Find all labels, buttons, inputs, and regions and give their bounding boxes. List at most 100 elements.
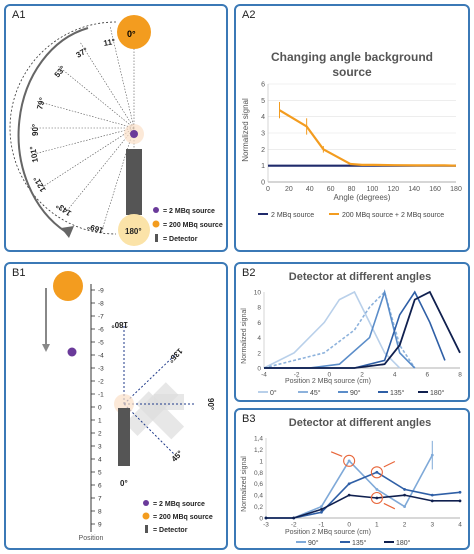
y-tick-label: 0,6 xyxy=(254,481,263,488)
legend-label: 45° xyxy=(310,389,321,397)
legend-label: 135° xyxy=(352,539,367,547)
dir-line-135 xyxy=(123,353,177,405)
data-point xyxy=(264,516,268,520)
x-axis-label: Angle (degrees) xyxy=(334,193,391,202)
legend-2mbq-dot xyxy=(143,500,149,506)
data-point xyxy=(458,490,462,494)
detector xyxy=(126,149,142,215)
highlight-circle xyxy=(343,454,356,467)
panel-a1: A1 0° 11° 37° xyxy=(4,4,228,252)
x-tick-label: 120 xyxy=(387,186,399,193)
angle-label-101: 101° xyxy=(28,145,40,163)
data-point xyxy=(430,499,434,503)
y-tick-label: 0 xyxy=(257,366,261,373)
angle-label-0-center: 0° xyxy=(127,29,136,39)
data-point xyxy=(320,508,323,511)
x-tick-label: 40 xyxy=(306,186,314,193)
angle-label-90: 90° xyxy=(206,398,215,410)
panel-label: A1 xyxy=(12,9,26,21)
b3-chart: Detector at different angles 00,20,40,60… xyxy=(241,417,462,547)
x-tick-label: -2 xyxy=(294,372,300,379)
series-line-4 xyxy=(264,290,461,369)
b2-chart: Detector at different angles 0 2 4 6 8 10 -4 -2… xyxy=(241,271,462,397)
highlight-circle xyxy=(370,466,383,479)
position-tick-label: -2 xyxy=(98,379,104,386)
chart-title: Detector at different angles xyxy=(289,271,431,283)
legend-2mbq-label: = 2 MBq source xyxy=(153,501,205,508)
y-tick-label: 3 xyxy=(261,131,265,138)
position-tick-label: 4 xyxy=(98,457,102,464)
x-tick-label: 2 xyxy=(403,522,407,529)
legend-detector-label: = Detector xyxy=(153,527,188,534)
angle-label-143: 143° xyxy=(54,201,73,218)
y-axis-label: Normalized signal xyxy=(241,456,248,512)
data-point xyxy=(375,496,379,500)
y-tick-label: 6 xyxy=(261,82,265,89)
x-tick-label: 140 xyxy=(408,186,420,193)
y-tick-label: 4 xyxy=(257,335,261,342)
angle-label-0: 0° xyxy=(120,479,128,488)
angle-label-45: 45° xyxy=(170,449,185,464)
legend-label: 90° xyxy=(308,539,319,547)
panel-b2: B2 Detector at different angles 0 2 4 6 8 10 -… xyxy=(234,262,470,402)
angle-label-53: 53° xyxy=(53,64,68,79)
x-tick-label: 8 xyxy=(458,372,462,379)
y-tick-label: 2 xyxy=(257,350,261,357)
position-tick-label: -3 xyxy=(98,366,104,373)
y-tick-label: 1,4 xyxy=(254,436,263,443)
y-tick-label: 1 xyxy=(261,163,265,170)
x-tick-label: 20 xyxy=(285,186,293,193)
a2-chart: Changing angle background source 0 1 2 3 4 5 6… xyxy=(241,50,462,219)
data-point xyxy=(430,493,434,497)
data-point xyxy=(320,505,323,508)
y-tick-label: 2 xyxy=(261,147,265,154)
x-tick-label: 100 xyxy=(367,186,379,193)
x-tick-label: 2 xyxy=(360,372,364,379)
y-tick-label: 10 xyxy=(254,290,262,297)
y-tick-label: 0,2 xyxy=(254,504,263,511)
x-tick-label: 180 xyxy=(450,186,462,193)
position-tick-label: 1 xyxy=(98,418,102,425)
x-axis-label: Position 2 MBq source (cm) xyxy=(285,529,371,536)
data-point xyxy=(292,516,296,520)
source-200mbq xyxy=(53,271,83,301)
y-tick-label: 0,4 xyxy=(254,493,263,500)
x-axis-label: Position 2 MBq source (cm) xyxy=(285,378,371,385)
series-line-1 xyxy=(263,290,416,369)
x-tick-label: 3 xyxy=(430,522,434,529)
x-tick-label: -1 xyxy=(319,522,325,529)
annotation-arrow xyxy=(383,502,396,510)
legend-label: 0° xyxy=(270,389,277,397)
legend-label: 180° xyxy=(430,389,445,397)
legend-200mbq-label: = 200 MBq source xyxy=(163,222,223,229)
position-tick-label: -7 xyxy=(98,314,104,321)
x-tick-label: -2 xyxy=(291,522,297,529)
b3-legend: 90° 135° 180° xyxy=(296,539,411,547)
legend-detector-label: = Detector xyxy=(163,236,198,243)
data-point xyxy=(347,459,351,463)
y-tick-label: 5 xyxy=(261,98,265,105)
position-tick-label: 8 xyxy=(98,509,102,516)
position-ticks: -9 -8 -7 -6 -5 -4 -3 -2 -1 0 1 2 3 4 5 6 7 8 9 xyxy=(91,288,104,529)
legend-200mbq-label: = 200 MBq source xyxy=(153,514,213,521)
y-tick-label: 1,2 xyxy=(254,447,263,454)
angle-label-79: 79° xyxy=(35,96,47,110)
position-tick-label: 6 xyxy=(98,483,102,490)
position-axis-label: Position xyxy=(79,535,104,542)
legend-label: 90° xyxy=(350,389,361,397)
position-tick-label: 5 xyxy=(98,470,102,477)
legend-label: 135° xyxy=(390,389,405,397)
b3-plot-area: 0 0,2 0,4 0,6 0,8 1 1,2 1,4 -3 -2 -1 0 1 2 3 4 xyxy=(254,436,462,529)
x-tick-label: 0 xyxy=(328,372,332,379)
data-point xyxy=(403,505,406,508)
detector xyxy=(118,408,130,466)
rotation-arrow xyxy=(17,27,89,233)
data-point xyxy=(458,499,462,503)
x-tick-label: 4 xyxy=(458,522,462,529)
y-tick-label: 8 xyxy=(257,305,261,312)
panel-b3: B3 Detector at different angles 0 0,2 0,4 0… xyxy=(234,408,470,550)
data-point xyxy=(375,470,379,474)
y-tick-label: 0,8 xyxy=(254,470,263,477)
angle-label-90: 90° xyxy=(31,124,40,136)
